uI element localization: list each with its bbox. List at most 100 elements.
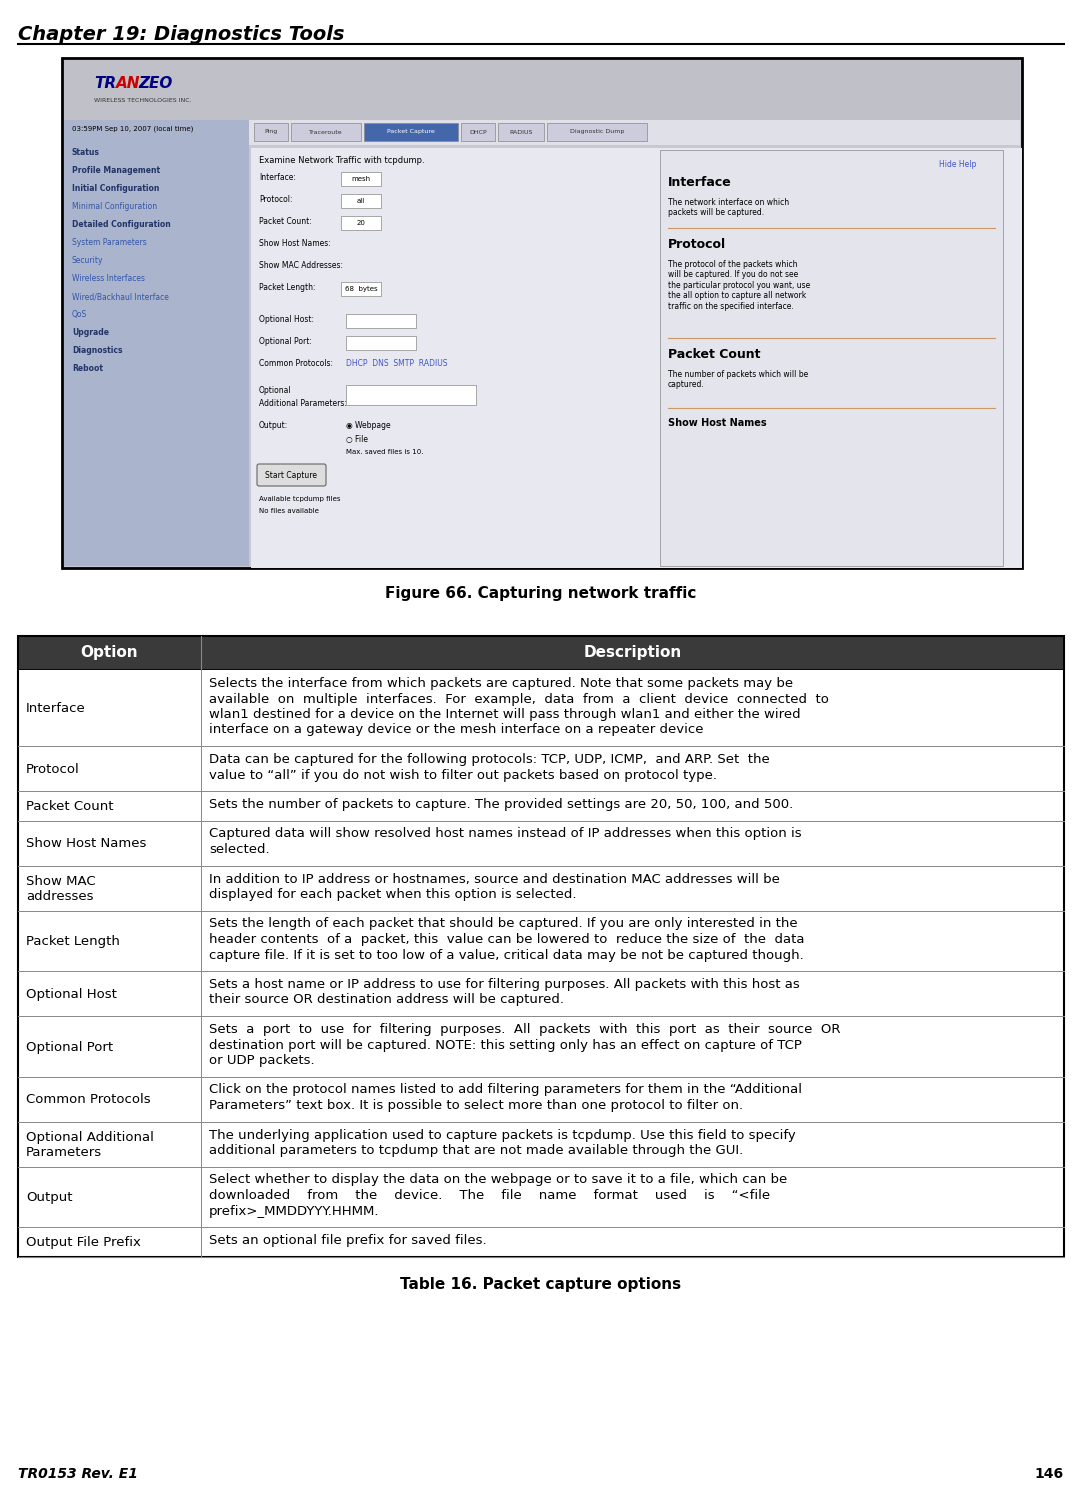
Text: Packet Count: Packet Count xyxy=(26,800,114,813)
Bar xyxy=(254,122,288,142)
Text: Data can be captured for the following protocols: TCP, UDP, ICMP,  and ARP. Set : Data can be captured for the following p… xyxy=(209,753,769,765)
Text: Parameters: Parameters xyxy=(26,1146,102,1159)
Text: Upgrade: Upgrade xyxy=(72,328,109,337)
Text: mesh: mesh xyxy=(352,176,370,182)
Text: selected.: selected. xyxy=(209,843,269,856)
Text: header contents  of a  packet, this  value can be lowered to  reduce the size of: header contents of a packet, this value … xyxy=(209,932,805,946)
Bar xyxy=(18,821,1064,865)
Bar xyxy=(341,216,381,230)
Bar xyxy=(461,122,494,142)
Text: Output: Output xyxy=(26,1191,72,1204)
Bar xyxy=(498,122,544,142)
Text: ○ File: ○ File xyxy=(346,436,368,445)
Bar xyxy=(18,670,1064,746)
Text: Chapter 19: Diagnostics Tools: Chapter 19: Diagnostics Tools xyxy=(18,25,344,43)
Text: Hide Help: Hide Help xyxy=(939,160,977,169)
Text: Packet Capture: Packet Capture xyxy=(387,130,435,134)
Bar xyxy=(18,791,1064,821)
Text: displayed for each packet when this option is selected.: displayed for each packet when this opti… xyxy=(209,888,577,901)
Text: Interface:: Interface: xyxy=(259,173,295,182)
Text: ◉ Webpage: ◉ Webpage xyxy=(346,421,391,430)
Text: Figure 66. Capturing network traffic: Figure 66. Capturing network traffic xyxy=(385,586,697,601)
Text: DHCP  DNS  SMTP  RADIUS: DHCP DNS SMTP RADIUS xyxy=(346,360,448,369)
Bar xyxy=(18,1077,1064,1122)
Text: Optional Port: Optional Port xyxy=(26,1040,114,1053)
Bar xyxy=(251,148,1022,568)
Text: WIRELESS TECHNOLOGIES INC.: WIRELESS TECHNOLOGIES INC. xyxy=(94,97,192,103)
Text: Sets an optional file prefix for saved files.: Sets an optional file prefix for saved f… xyxy=(209,1234,487,1247)
Text: In addition to IP address or hostnames, source and destination MAC addresses wil: In addition to IP address or hostnames, … xyxy=(209,873,780,885)
Bar xyxy=(64,60,249,565)
Text: System Parameters: System Parameters xyxy=(72,239,147,248)
Text: The protocol of the packets which
will be captured. If you do not see
the partic: The protocol of the packets which will b… xyxy=(668,260,810,310)
Bar xyxy=(18,1167,1064,1226)
Text: ZEO: ZEO xyxy=(138,76,172,91)
Text: 146: 146 xyxy=(1034,1467,1064,1482)
Text: Protocol: Protocol xyxy=(26,762,80,776)
FancyBboxPatch shape xyxy=(258,464,326,486)
Bar xyxy=(18,1016,1064,1077)
Text: Show MAC Addresses:: Show MAC Addresses: xyxy=(259,261,343,270)
Text: 03:59PM Sep 10, 2007 (local time): 03:59PM Sep 10, 2007 (local time) xyxy=(72,125,194,133)
Text: capture file. If it is set to too low of a value, critical data may be not be ca: capture file. If it is set to too low of… xyxy=(209,949,804,961)
Bar xyxy=(18,865,1064,910)
Text: their source OR destination address will be captured.: their source OR destination address will… xyxy=(209,994,564,1007)
Text: Parameters” text box. It is possible to select more than one protocol to filter : Parameters” text box. It is possible to … xyxy=(209,1100,743,1112)
Bar xyxy=(18,1226,1064,1256)
Bar xyxy=(62,58,1022,568)
Text: RADIUS: RADIUS xyxy=(510,130,532,134)
Bar xyxy=(547,122,647,142)
Text: Packet Length: Packet Length xyxy=(26,935,120,947)
Text: Common Protocols:: Common Protocols: xyxy=(259,360,333,369)
Bar xyxy=(18,910,1064,971)
Text: addresses: addresses xyxy=(26,891,93,903)
Text: Profile Management: Profile Management xyxy=(72,166,160,175)
Text: 68  bytes: 68 bytes xyxy=(345,286,378,292)
Bar xyxy=(18,971,1064,1016)
Text: value to “all” if you do not wish to filter out packets based on protocol type.: value to “all” if you do not wish to fil… xyxy=(209,768,717,782)
Text: Output File Prefix: Output File Prefix xyxy=(26,1235,141,1249)
Text: Packet Count:: Packet Count: xyxy=(259,216,312,225)
Text: Sets a host name or IP address to use for filtering purposes. All packets with t: Sets a host name or IP address to use fo… xyxy=(209,977,800,991)
Text: Output:: Output: xyxy=(259,421,288,430)
Bar xyxy=(18,636,1064,1256)
Text: DHCP: DHCP xyxy=(470,130,487,134)
Text: Sets  a  port  to  use  for  filtering  purposes.  All  packets  with  this  por: Sets a port to use for filtering purpose… xyxy=(209,1024,841,1035)
Text: Optional: Optional xyxy=(259,386,292,395)
Text: Wired/Backhaul Interface: Wired/Backhaul Interface xyxy=(72,292,169,301)
Text: Protocol:: Protocol: xyxy=(259,195,292,204)
Bar xyxy=(346,385,476,404)
Text: Description: Description xyxy=(583,646,682,661)
Bar xyxy=(660,151,1003,565)
Text: Option: Option xyxy=(81,646,138,661)
Text: Packet Count: Packet Count xyxy=(668,348,761,361)
Bar xyxy=(18,1122,1064,1167)
Bar xyxy=(341,194,381,207)
Text: The network interface on which
packets will be captured.: The network interface on which packets w… xyxy=(668,198,789,218)
Text: Start Capture: Start Capture xyxy=(265,470,317,479)
Bar xyxy=(249,119,1020,145)
Text: Traceroute: Traceroute xyxy=(309,130,343,134)
Text: destination port will be captured. NOTE: this setting only has an effect on capt: destination port will be captured. NOTE:… xyxy=(209,1038,802,1052)
Text: all: all xyxy=(357,198,365,204)
Text: Status: Status xyxy=(72,148,100,157)
Text: Wireless Interfaces: Wireless Interfaces xyxy=(72,275,145,283)
Text: Table 16. Packet capture options: Table 16. Packet capture options xyxy=(400,1277,682,1292)
Text: Show Host Names: Show Host Names xyxy=(668,418,766,428)
Text: additional parameters to tcpdump that are not made available through the GUI.: additional parameters to tcpdump that ar… xyxy=(209,1144,743,1156)
Text: Optional Host:: Optional Host: xyxy=(259,315,314,324)
Text: Optional Host: Optional Host xyxy=(26,988,117,1001)
Text: TR: TR xyxy=(94,76,116,91)
Text: interface on a gateway device or the mesh interface on a repeater device: interface on a gateway device or the mes… xyxy=(209,724,703,737)
Text: prefix>_MMDDYYY.HHMM.: prefix>_MMDDYYY.HHMM. xyxy=(209,1204,380,1217)
Bar xyxy=(341,172,381,186)
Bar xyxy=(346,336,415,351)
Text: Optional Additional: Optional Additional xyxy=(26,1131,154,1143)
Text: Ping: Ping xyxy=(264,130,278,134)
Text: Selects the interface from which packets are captured. Note that some packets ma: Selects the interface from which packets… xyxy=(209,677,793,689)
Bar xyxy=(69,63,229,115)
Text: Detailed Configuration: Detailed Configuration xyxy=(72,219,171,228)
Text: Minimal Configuration: Minimal Configuration xyxy=(72,201,157,210)
Text: Sets the number of packets to capture. The provided settings are 20, 50, 100, an: Sets the number of packets to capture. T… xyxy=(209,798,793,812)
Text: Show Host Names: Show Host Names xyxy=(26,837,146,850)
